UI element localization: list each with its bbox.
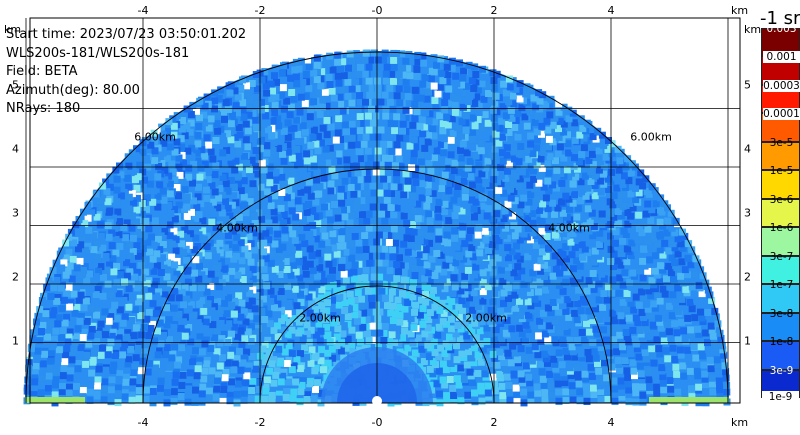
range-ring-label: 2.00km — [465, 311, 507, 325]
colorbar-level-label: 1e-6 — [769, 222, 794, 235]
plot-frame — [29, 17, 741, 404]
range-ring — [142, 168, 612, 404]
x-unit-bottom: km — [731, 416, 749, 429]
x-tick-bottom: -2 — [254, 416, 266, 429]
ground-strip-right — [649, 397, 729, 403]
colorbar-level-label: 1e-7 — [769, 279, 794, 292]
colorbar-cell: 1e-6 — [761, 222, 800, 256]
range-ring-label: 4.00km — [548, 221, 590, 235]
y-tick-right: 4 — [744, 142, 751, 156]
range-ring-label: 2.00km — [299, 311, 341, 325]
y-tick-right: 1 — [744, 334, 751, 348]
y-tick-left: 5 — [12, 78, 19, 92]
colorbar-cell: 3e-7 — [761, 251, 800, 285]
colorbar-level-label: 3e-6 — [769, 193, 794, 206]
instrument-text: WLS200s-181/WLS200s-181 — [6, 45, 190, 61]
x-tick-bottom: 4 — [607, 416, 615, 429]
ppi-scan-image — [23, 17, 741, 407]
y-tick-right: 3 — [744, 206, 751, 220]
colorbar-level-label: 1e-5 — [769, 165, 794, 178]
y-unit-right: km — [744, 23, 762, 36]
y-tick-left: 3 — [12, 206, 19, 220]
y-tick-left: 1 — [12, 334, 19, 348]
colorbar: 0.003 0.001 0.0003 0.0001 3e-5 1e-5 3e-6… — [761, 23, 800, 403]
x-tick-bottom: -0 — [371, 416, 383, 429]
colorbar-cell: 3e-6 — [761, 194, 800, 228]
azimuth-text: Azimuth(deg): 80.00 — [6, 82, 140, 98]
range-ring-label: 4.00km — [216, 221, 258, 235]
y-unit-left: km — [4, 23, 22, 36]
colorbar-level-label: 1e-8 — [769, 336, 794, 349]
range-ring — [259, 285, 495, 404]
grid-lines — [25, 18, 740, 403]
colorbar-level-label: 3e-5 — [769, 136, 794, 149]
colorbar-level-label: 0.003 — [766, 23, 797, 35]
start-time-text: Start time: 2023/07/23 03:50:01.202 — [6, 27, 247, 42]
colorbar-level-label: 1e-9 — [762, 391, 799, 403]
scan-info-panel: Start time: 2023/07/23 03:50:01.202 WLS2… — [6, 26, 246, 119]
x-tick-top: 4 — [607, 4, 615, 17]
range-ring-label: 6.00km — [630, 130, 672, 144]
nrays-text: NRays: 180 — [6, 101, 81, 116]
range-ring-label: 6.00km — [134, 130, 176, 144]
y-tick-right: 2 — [744, 270, 751, 284]
colorbar-level-label: 3e-9 — [769, 364, 794, 377]
ground-strip-left — [25, 397, 85, 403]
x-tick-bottom: 2 — [490, 416, 498, 429]
x-tick-top: -4 — [137, 4, 149, 17]
radar-origin-marker — [372, 396, 382, 406]
y-tick-left: 2 — [12, 270, 19, 284]
x-tick-top: -0 — [371, 4, 383, 17]
colorbar-level-label: 0.0001 — [763, 108, 800, 121]
range-ring — [25, 51, 729, 404]
colorbar-cell: 3e-8 — [761, 308, 800, 342]
x-tick-bottom: -4 — [137, 416, 149, 429]
x-unit-top: km — [731, 4, 749, 17]
y-tick-left: 4 — [12, 142, 19, 156]
colorbar-level-label: 0.0003 — [763, 79, 800, 92]
y-tick-right: 5 — [744, 78, 751, 92]
ppi-plot[interactable] — [0, 0, 760, 435]
colorbar-level-label: 0.001 — [763, 51, 800, 64]
x-tick-top: -2 — [254, 4, 266, 17]
colorbar-level-label: 3e-8 — [769, 307, 794, 320]
colorbar-level-label: 3e-7 — [769, 250, 794, 263]
colorbar-unit-label: -1 sr- — [760, 8, 800, 29]
colorbar-cell: 3e-5 — [761, 137, 800, 171]
field-text: Field: BETA — [6, 64, 78, 79]
x-tick-top: 2 — [490, 4, 498, 17]
colorbar-cell: 0.0001 — [761, 108, 800, 142]
